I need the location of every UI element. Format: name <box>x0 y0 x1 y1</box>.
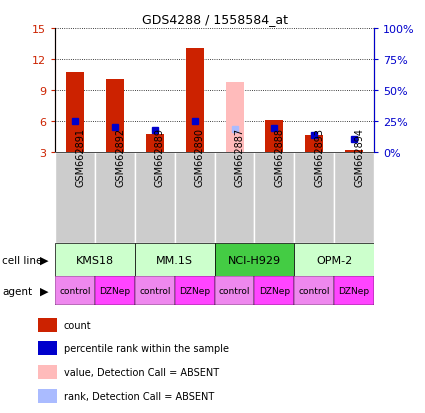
Bar <box>215 153 255 244</box>
Bar <box>95 277 135 306</box>
Bar <box>95 153 135 244</box>
Bar <box>55 153 95 244</box>
Text: GSM662887: GSM662887 <box>235 128 244 187</box>
Bar <box>305 135 323 153</box>
Bar <box>334 277 374 306</box>
Bar <box>294 153 334 244</box>
Bar <box>294 244 374 277</box>
Bar <box>266 121 283 153</box>
Bar <box>215 244 294 277</box>
Text: percentile rank within the sample: percentile rank within the sample <box>64 344 229 354</box>
Bar <box>38 389 57 403</box>
Text: GSM662892: GSM662892 <box>115 128 125 187</box>
Text: GSM662893: GSM662893 <box>314 128 324 187</box>
Text: NCI-H929: NCI-H929 <box>228 255 281 265</box>
Text: GSM662894: GSM662894 <box>354 128 364 187</box>
Text: control: control <box>219 287 250 296</box>
Text: GSM662888: GSM662888 <box>275 128 284 187</box>
Text: GSM662891: GSM662891 <box>75 128 85 187</box>
Bar <box>55 244 135 277</box>
Text: count: count <box>64 320 91 330</box>
Bar <box>226 83 244 153</box>
Text: control: control <box>60 287 91 296</box>
Bar <box>294 277 334 306</box>
Text: GSM662890: GSM662890 <box>195 128 205 187</box>
Text: KMS18: KMS18 <box>76 255 114 265</box>
Text: DZNep: DZNep <box>259 287 290 296</box>
Text: DZNep: DZNep <box>99 287 130 296</box>
Text: DZNep: DZNep <box>339 287 370 296</box>
Text: control: control <box>298 287 330 296</box>
Bar <box>38 318 57 332</box>
Bar <box>106 79 124 153</box>
Bar <box>135 244 215 277</box>
Bar <box>345 151 363 153</box>
Bar <box>186 48 204 153</box>
Text: agent: agent <box>2 286 32 296</box>
Bar <box>38 365 57 379</box>
Text: ▶: ▶ <box>40 286 49 296</box>
Bar <box>135 153 175 244</box>
Bar <box>255 277 294 306</box>
Bar <box>55 277 95 306</box>
Text: rank, Detection Call = ABSENT: rank, Detection Call = ABSENT <box>64 391 214 401</box>
Bar <box>175 153 215 244</box>
Bar <box>66 73 84 153</box>
Text: cell line: cell line <box>2 255 42 265</box>
Bar <box>38 342 57 356</box>
Text: OPM-2: OPM-2 <box>316 255 352 265</box>
Text: value, Detection Call = ABSENT: value, Detection Call = ABSENT <box>64 367 219 377</box>
Text: GSM662889: GSM662889 <box>155 128 165 187</box>
Text: DZNep: DZNep <box>179 287 210 296</box>
Bar <box>334 153 374 244</box>
Bar <box>175 277 215 306</box>
Bar <box>146 134 164 153</box>
Bar <box>135 277 175 306</box>
Text: ▶: ▶ <box>40 255 49 265</box>
Title: GDS4288 / 1558584_at: GDS4288 / 1558584_at <box>142 13 288 26</box>
Text: control: control <box>139 287 170 296</box>
Bar <box>255 153 294 244</box>
Bar <box>215 277 255 306</box>
Text: MM.1S: MM.1S <box>156 255 193 265</box>
